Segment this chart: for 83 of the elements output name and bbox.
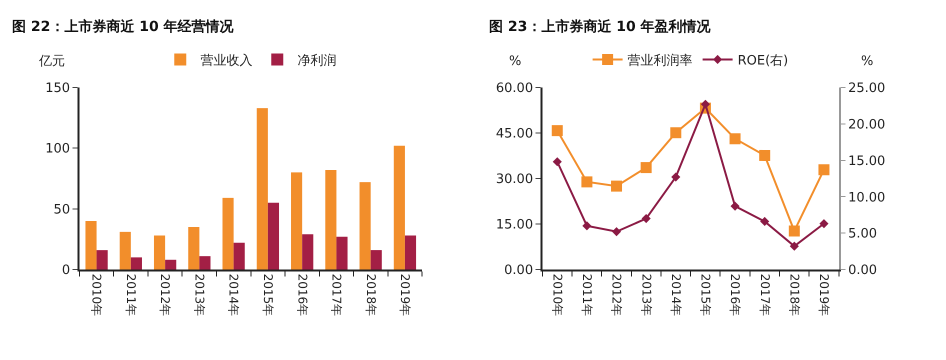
bar <box>199 256 210 270</box>
point <box>788 225 800 236</box>
x-tick-label: 2010年 <box>550 274 564 316</box>
bar <box>154 236 166 270</box>
x-tick-label: 2019年 <box>398 274 412 316</box>
bar <box>268 202 280 270</box>
bar <box>360 182 371 270</box>
point <box>670 127 682 138</box>
bar <box>256 108 268 270</box>
x-tick-label: 2012年 <box>610 274 624 316</box>
x-tick-label: 2018年 <box>787 274 802 316</box>
bar <box>96 250 108 270</box>
y-tick-label: 150 <box>45 81 70 96</box>
x-tick-label: 2015年 <box>698 274 713 316</box>
y-axis-title: % <box>509 54 522 69</box>
legend-label: 净利润 <box>297 54 336 69</box>
x-tick-label: 2018年 <box>364 274 378 316</box>
point <box>759 150 770 161</box>
y-tick-label: 0.00 <box>504 263 534 278</box>
x-tick-label: 2015年 <box>260 274 275 316</box>
y2-tick-label: 10.00 <box>848 190 886 206</box>
y2-axis-title: % <box>861 54 874 69</box>
point <box>642 214 651 224</box>
bar <box>188 227 200 270</box>
point <box>671 172 680 182</box>
bar <box>404 236 416 270</box>
chart-title: 图 22：上市券商近 10 年经营情况 <box>12 18 235 35</box>
y-tick-label: 60.00 <box>496 81 534 96</box>
x-tick-label: 2012年 <box>158 274 172 316</box>
chart-title: 图 23：上市券商近 10 年盈利情况 <box>489 18 712 35</box>
legend-label: ROE(右) <box>738 54 788 69</box>
y2-tick-label: 25.00 <box>848 81 886 96</box>
x-tick-label: 2016年 <box>728 274 742 316</box>
y2-tick-label: 15.00 <box>848 154 886 169</box>
y-tick-label: 30.00 <box>496 172 534 188</box>
y2-tick-label: 5.00 <box>848 226 878 242</box>
bar <box>394 146 405 270</box>
point <box>700 100 710 109</box>
bar <box>165 260 176 270</box>
y-tick-label: 45.00 <box>496 126 534 142</box>
bar <box>234 242 245 270</box>
x-tick-label: 2013年 <box>192 274 206 316</box>
x-tick-label: 2016年 <box>295 274 310 316</box>
bar <box>130 257 142 270</box>
point <box>552 157 562 166</box>
point <box>790 242 799 251</box>
bar <box>291 172 302 270</box>
bar <box>222 198 234 270</box>
y-tick-label: 15.00 <box>496 218 534 233</box>
x-tick-label: 2019年 <box>817 274 832 316</box>
point <box>760 216 770 226</box>
point <box>582 221 592 230</box>
x-tick-label: 2014年 <box>226 274 241 316</box>
bar <box>85 220 97 270</box>
y2-tick-label: 20.00 <box>848 117 886 132</box>
point <box>611 180 622 192</box>
y-tick-label: 100 <box>45 142 70 157</box>
point <box>730 202 740 211</box>
legend-label: 营业利润率 <box>628 52 693 69</box>
point <box>581 176 592 188</box>
x-tick-label: 2011年 <box>124 274 138 316</box>
x-tick-label: 2010年 <box>90 274 104 316</box>
bar <box>325 170 336 270</box>
point <box>730 133 741 144</box>
x-tick-label: 2013年 <box>639 274 654 316</box>
bar <box>302 234 314 270</box>
point <box>819 219 828 228</box>
x-tick-label: 2011年 <box>580 274 594 316</box>
bar <box>336 236 348 270</box>
bar <box>370 250 382 270</box>
x-tick-label: 2014年 <box>668 274 683 316</box>
y2-tick-label: 0.00 <box>848 263 878 278</box>
y-tick-label: 50 <box>54 202 70 218</box>
y-tick-label: 0 <box>62 263 70 278</box>
legend-label: 营业收入 <box>200 54 252 69</box>
point <box>552 125 563 136</box>
y-axis-title: 亿元 <box>38 54 65 69</box>
point <box>612 227 622 236</box>
point <box>640 162 652 174</box>
bar <box>120 232 131 270</box>
point <box>818 164 830 176</box>
x-tick-label: 2017年 <box>330 274 344 316</box>
x-tick-label: 2017年 <box>758 274 772 316</box>
